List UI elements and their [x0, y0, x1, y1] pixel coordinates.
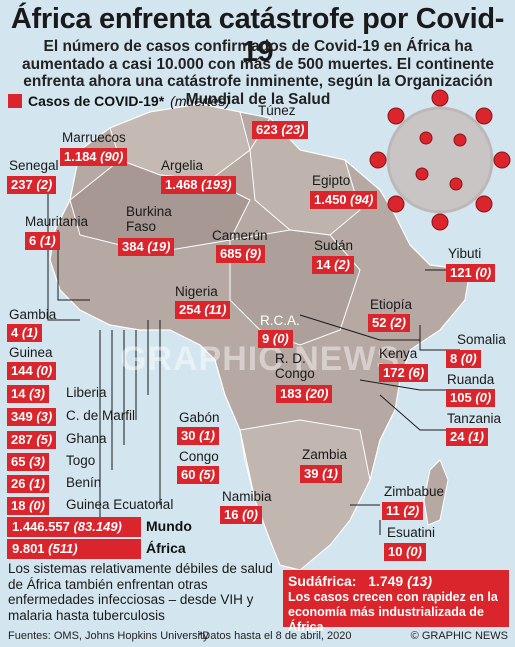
label-sudan: Sudán: [314, 238, 354, 253]
value-rca: 9 (0): [258, 330, 293, 348]
value-gambia: 4 (1): [7, 324, 42, 342]
value-congo: 60 (5): [177, 466, 219, 484]
legend-swatch: [8, 94, 22, 108]
value-cmarfil: 349 (3): [7, 408, 57, 426]
page-title: África enfrenta catástrofe por Covid-19: [10, 3, 505, 68]
footer-sources: Fuentes: OMS, Johns Hopkins University: [8, 630, 209, 642]
label-etiopia: Etiopía: [370, 297, 413, 312]
value-egipto: 1.450 (94): [310, 191, 378, 209]
value-somalia: 8 (0): [446, 350, 481, 368]
value-sudan: 14 (2): [312, 256, 354, 274]
value-etiopia: 52 (2): [368, 314, 410, 332]
value-guineaeq: 18 (0): [7, 497, 49, 515]
label-cmarfil: C. de Marfil: [66, 408, 136, 423]
label-rdcongo: R. D. Congo: [275, 351, 315, 381]
label-burkina: Burkina Faso: [126, 204, 172, 234]
label-guineaeq: Guinea Ecuatorial: [66, 497, 174, 512]
label-camerun: Camerún: [212, 228, 268, 243]
value-senegal: 237 (2): [7, 176, 57, 194]
value-gabon: 30 (1): [177, 427, 219, 445]
value-ruanda: 105 (0): [446, 389, 496, 407]
label-congo: Congo: [179, 449, 219, 464]
value-liberia: 14 (3): [7, 385, 49, 403]
value-world: 1.446.557 (83.149): [7, 517, 141, 537]
label-senegal: Senegal: [9, 158, 59, 173]
label-tanzania: Tanzania: [447, 411, 502, 426]
label-guinea: Guinea: [9, 345, 53, 360]
value-tanzania: 24 (1): [446, 428, 488, 446]
value-africa: 9.801 (511): [7, 539, 141, 559]
value-rdcongo: 183 (20): [276, 385, 333, 403]
madagascar: [423, 459, 449, 526]
south-africa-header: Sudáfrica: 1.749 (13): [288, 573, 432, 589]
value-zambia: 39 (1): [300, 465, 342, 483]
legend-sub: (muertes): [170, 93, 231, 109]
value-namibia: 16 (0): [220, 506, 262, 524]
label-ruanda: Ruanda: [447, 372, 495, 387]
note-text: Los sistemas relativamente débiles de sa…: [8, 561, 273, 623]
label-zambia: Zambia: [302, 447, 348, 462]
label-zimbabue: Zimbabue: [384, 484, 445, 499]
value-benin: 26 (1): [7, 475, 49, 493]
value-esuatini: 10 (0): [384, 543, 426, 561]
subtitle: El número de casos confirmados de Covid-…: [21, 38, 495, 108]
value-ghana: 287 (5): [7, 431, 57, 449]
label-mauritania: Mauritania: [25, 214, 89, 229]
south-africa-text: Los casos crecen con rapidez en la econo…: [288, 590, 498, 634]
value-zimbabue: 11 (2): [382, 502, 424, 520]
label-liberia: Liberia: [66, 385, 107, 400]
legend-label: Casos de COVID-19*: [28, 93, 165, 109]
south-africa-box: Sudáfrica: 1.749 (13) Los casos crecen c…: [283, 570, 509, 634]
label-gambia: Gambia: [9, 307, 57, 322]
label-world: Mundo: [146, 518, 192, 534]
label-gabon: Gabón: [179, 410, 220, 425]
label-kenya: Kenya: [379, 346, 418, 361]
footer: Fuentes: OMS, Johns Hopkins University *…: [8, 630, 508, 642]
label-yibuti: Yibuti: [448, 246, 482, 261]
label-ghana: Ghana: [66, 431, 107, 446]
value-burkina: 384 (19): [118, 238, 175, 256]
label-benin: Benín: [66, 475, 102, 490]
value-tunez: 623 (23): [252, 121, 309, 139]
virus-illustration: [369, 89, 511, 231]
value-kenya: 172 (6): [379, 364, 429, 382]
footer-credit: © GRAPHIC NEWS: [410, 630, 508, 642]
label-egipto: Egipto: [312, 173, 351, 188]
footer-date-note: *Datos hasta el 8 de abril, 2020: [198, 630, 352, 642]
label-esuatini: Esuatini: [387, 525, 436, 540]
value-marruecos: 1.184 (90): [60, 148, 128, 166]
value-mauritania: 6 (1): [25, 232, 60, 250]
value-guinea: 144 (0): [7, 362, 57, 380]
label-somalia: Somalia: [457, 332, 506, 347]
value-camerun: 685 (9): [216, 245, 266, 263]
label-namibia: Namibia: [222, 489, 272, 504]
label-nigeria: Nigeria: [175, 284, 218, 299]
label-rca: R.C.A.: [260, 313, 300, 328]
legend: Casos de COVID-19* (muertes): [8, 93, 230, 109]
value-yibuti: 121 (0): [446, 264, 496, 282]
label-togo: Togo: [66, 453, 96, 468]
label-africa: África: [146, 540, 186, 556]
value-argelia: 1.468 (193): [161, 176, 236, 194]
value-togo: 65 (3): [7, 453, 49, 471]
region-south: [239, 419, 371, 571]
value-nigeria: 254 (11): [175, 301, 231, 319]
label-argelia: Argelia: [161, 158, 204, 173]
label-marruecos: Marruecos: [62, 130, 126, 145]
label-tunez: Túnez: [258, 103, 296, 118]
